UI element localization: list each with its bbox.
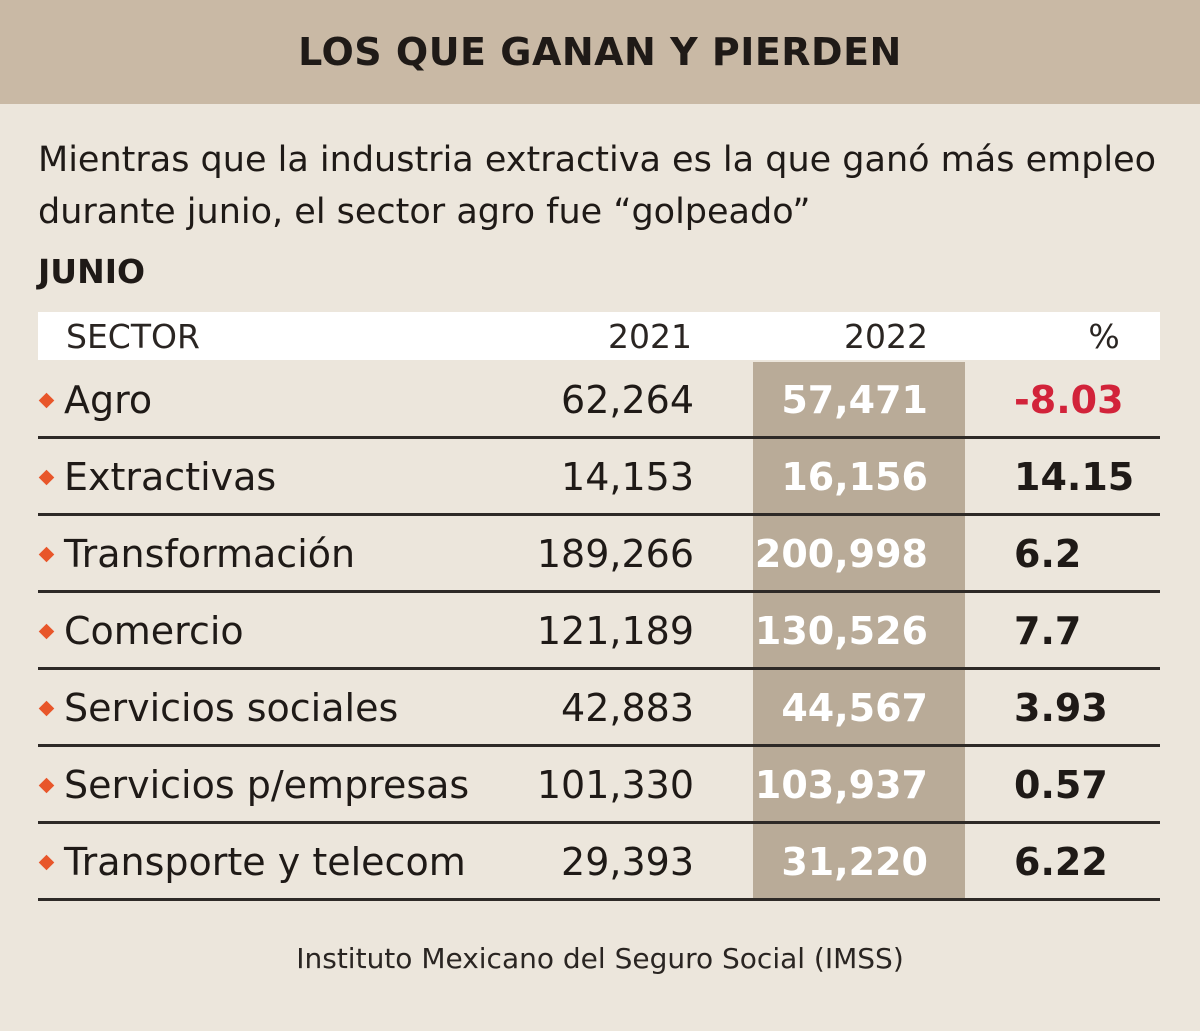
value-2022: 130,526 <box>754 609 928 653</box>
sector-name: Transporte y telecom <box>64 840 466 884</box>
period-label: JUNIO <box>38 252 146 291</box>
value-pct: 0.57 <box>1014 763 1108 807</box>
value-2021: 62,264 <box>561 378 694 422</box>
highlight-column-2022 <box>753 362 965 900</box>
diamond-bullet-icon <box>38 623 55 640</box>
value-2022: 16,156 <box>781 455 928 499</box>
table-row: Servicios p/empresas 101,330 103,937 0.57 <box>38 747 1160 824</box>
diamond-bullet-icon <box>38 777 55 794</box>
sector-name: Servicios sociales <box>64 686 399 730</box>
header-sector: SECTOR <box>66 317 200 356</box>
sector-name: Agro <box>64 378 153 422</box>
header-2021: 2021 <box>608 317 692 356</box>
value-pct: -8.03 <box>1014 378 1124 422</box>
value-2022: 200,998 <box>754 532 928 576</box>
table-row: Transporte y telecom 29,393 31,220 6.22 <box>38 824 1160 901</box>
value-pct: 3.93 <box>1014 686 1108 730</box>
value-2021: 121,189 <box>536 609 694 653</box>
table-row: Servicios sociales 42,883 44,567 3.93 <box>38 670 1160 747</box>
value-2021: 101,330 <box>536 763 694 807</box>
value-2021: 29,393 <box>561 840 694 884</box>
value-2022: 57,471 <box>781 378 928 422</box>
value-pct: 6.22 <box>1014 840 1108 884</box>
header-bar: LOS QUE GANAN Y PIERDEN <box>0 0 1200 104</box>
value-2022: 44,567 <box>781 686 928 730</box>
value-2021: 42,883 <box>561 686 694 730</box>
value-2022: 31,220 <box>781 840 928 884</box>
subtitle: Mientras que la industria extractiva es … <box>38 140 1157 232</box>
value-pct: 6.2 <box>1014 532 1082 576</box>
diamond-bullet-icon <box>38 546 55 563</box>
diamond-bullet-icon <box>38 469 55 486</box>
table-row: Agro 62,264 57,471 -8.03 <box>38 362 1160 439</box>
sector-name: Transformación <box>64 532 356 576</box>
diamond-bullet-icon <box>38 854 55 871</box>
value-pct: 14.15 <box>1014 455 1135 499</box>
page-title: LOS QUE GANAN Y PIERDEN <box>298 30 902 74</box>
table-header: SECTOR 2021 2022 % <box>38 312 1160 360</box>
value-2021: 189,266 <box>536 532 694 576</box>
table-body: Agro 62,264 57,471 -8.03 Extractivas 14,153 16… <box>38 362 1160 901</box>
table-row: Comercio 121,189 130,526 7.7 <box>38 593 1160 670</box>
source-note: Instituto Mexicano del Seguro Social (IM… <box>296 942 904 975</box>
value-2021: 14,153 <box>561 455 694 499</box>
value-2022: 103,937 <box>754 763 928 807</box>
header-2022: 2022 <box>844 317 928 356</box>
table-row: Extractivas 14,153 16,156 14.15 <box>38 439 1160 516</box>
sector-name: Extractivas <box>64 455 277 499</box>
value-pct: 7.7 <box>1014 609 1082 653</box>
sector-name: Servicios p/empresas <box>64 763 470 807</box>
header-pct: % <box>1088 317 1120 356</box>
sector-name: Comercio <box>64 609 244 653</box>
diamond-bullet-icon <box>38 700 55 717</box>
diamond-bullet-icon <box>38 392 55 409</box>
table-row: Transformación 189,266 200,998 6.2 <box>38 516 1160 593</box>
